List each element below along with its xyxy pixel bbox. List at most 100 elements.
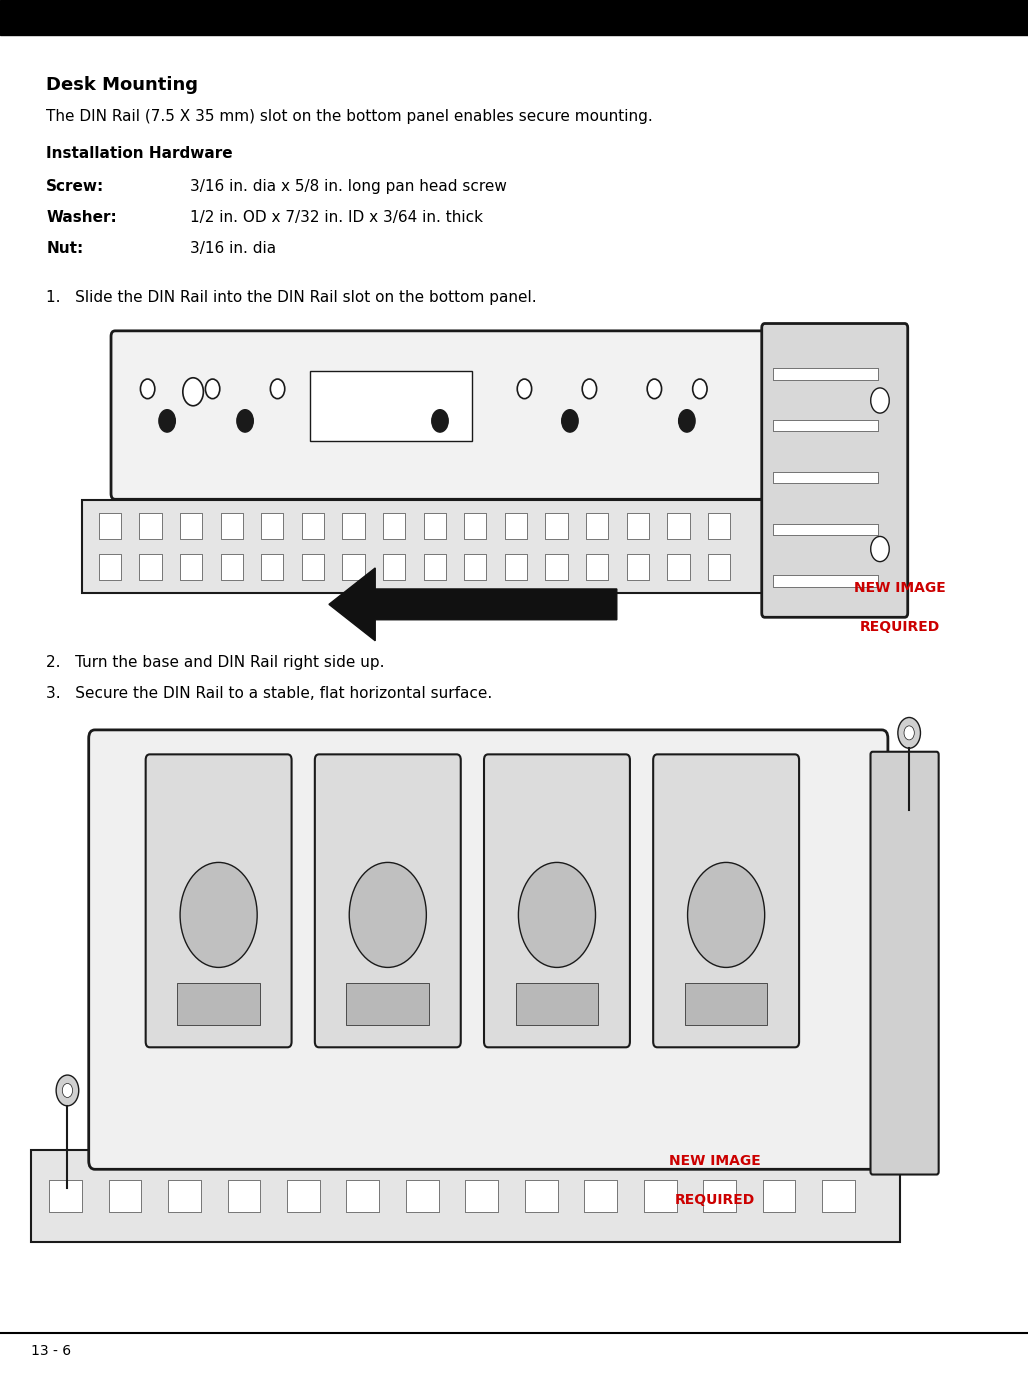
Bar bbox=[180, 512, 203, 539]
Bar bbox=[516, 983, 598, 1025]
Circle shape bbox=[561, 410, 578, 433]
Circle shape bbox=[57, 1075, 79, 1106]
Text: Installation Hardware: Installation Hardware bbox=[46, 146, 233, 161]
Bar bbox=[465, 553, 486, 580]
Bar bbox=[667, 553, 690, 580]
Bar bbox=[424, 512, 446, 539]
Circle shape bbox=[693, 379, 707, 399]
Bar bbox=[220, 553, 243, 580]
FancyArrow shape bbox=[329, 568, 617, 641]
Text: 1/2 in. OD x 7/32 in. ID x 3/64 in. thick: 1/2 in. OD x 7/32 in. ID x 3/64 in. thic… bbox=[190, 210, 483, 225]
Bar bbox=[342, 512, 365, 539]
FancyBboxPatch shape bbox=[762, 323, 908, 617]
Bar bbox=[707, 512, 730, 539]
Bar bbox=[169, 1180, 200, 1212]
Bar bbox=[177, 983, 260, 1025]
Circle shape bbox=[904, 725, 914, 739]
Bar bbox=[140, 512, 161, 539]
Bar bbox=[99, 553, 121, 580]
Bar bbox=[703, 1180, 736, 1212]
Bar bbox=[465, 512, 486, 539]
Circle shape bbox=[648, 379, 662, 399]
Bar bbox=[584, 1180, 617, 1212]
Bar bbox=[109, 1180, 141, 1212]
Bar bbox=[99, 512, 121, 539]
Circle shape bbox=[518, 862, 595, 967]
Text: 13 - 6: 13 - 6 bbox=[31, 1344, 71, 1358]
Bar bbox=[406, 1180, 439, 1212]
Bar bbox=[505, 512, 527, 539]
Bar bbox=[763, 1180, 796, 1212]
Bar bbox=[82, 500, 765, 592]
Bar bbox=[667, 512, 690, 539]
Bar bbox=[346, 983, 429, 1025]
Circle shape bbox=[871, 388, 889, 413]
Bar bbox=[302, 553, 324, 580]
Bar bbox=[545, 553, 567, 580]
Circle shape bbox=[206, 379, 220, 399]
Text: 3/16 in. dia x 5/8 in. long pan head screw: 3/16 in. dia x 5/8 in. long pan head scr… bbox=[190, 179, 507, 195]
Circle shape bbox=[350, 862, 427, 967]
Bar bbox=[626, 553, 649, 580]
FancyBboxPatch shape bbox=[88, 729, 888, 1169]
Text: NEW IMAGE: NEW IMAGE bbox=[853, 581, 946, 595]
Bar bbox=[302, 512, 324, 539]
Bar bbox=[49, 1180, 82, 1212]
Circle shape bbox=[688, 862, 765, 967]
Circle shape bbox=[180, 862, 257, 967]
Bar bbox=[586, 512, 609, 539]
Bar bbox=[383, 512, 405, 539]
Circle shape bbox=[183, 378, 204, 406]
Text: 3.   Secure the DIN Rail to a stable, flat horizontal surface.: 3. Secure the DIN Rail to a stable, flat… bbox=[46, 686, 492, 701]
Bar bbox=[773, 420, 878, 431]
FancyBboxPatch shape bbox=[871, 752, 939, 1175]
Text: 2.   Turn the base and DIN Rail right side up.: 2. Turn the base and DIN Rail right side… bbox=[46, 655, 384, 671]
Bar bbox=[261, 512, 284, 539]
Bar bbox=[707, 553, 730, 580]
Bar bbox=[626, 512, 649, 539]
Bar bbox=[424, 553, 446, 580]
Text: REQUIRED: REQUIRED bbox=[674, 1193, 755, 1207]
Circle shape bbox=[871, 536, 889, 561]
Text: Nut:: Nut: bbox=[46, 241, 83, 256]
Text: NEW IMAGE: NEW IMAGE bbox=[668, 1154, 761, 1168]
Bar bbox=[505, 553, 527, 580]
Bar bbox=[685, 983, 768, 1025]
FancyBboxPatch shape bbox=[111, 330, 769, 500]
Circle shape bbox=[141, 379, 155, 399]
Bar bbox=[545, 512, 567, 539]
FancyBboxPatch shape bbox=[484, 755, 630, 1047]
Circle shape bbox=[236, 410, 253, 433]
Bar bbox=[0, 0, 1028, 35]
Circle shape bbox=[582, 379, 596, 399]
Circle shape bbox=[678, 410, 695, 433]
Bar bbox=[773, 524, 878, 535]
Bar bbox=[346, 1180, 379, 1212]
Bar bbox=[140, 553, 161, 580]
Bar bbox=[310, 371, 473, 441]
Bar bbox=[773, 575, 878, 587]
FancyBboxPatch shape bbox=[653, 755, 799, 1047]
Text: 3/16 in. dia: 3/16 in. dia bbox=[190, 241, 277, 256]
Text: The DIN Rail (7.5 X 35 mm) slot on the bottom panel enables secure mounting.: The DIN Rail (7.5 X 35 mm) slot on the b… bbox=[46, 109, 653, 125]
FancyBboxPatch shape bbox=[315, 755, 461, 1047]
Circle shape bbox=[517, 379, 531, 399]
Bar bbox=[644, 1180, 676, 1212]
Bar bbox=[261, 553, 284, 580]
Bar bbox=[586, 553, 609, 580]
Bar bbox=[180, 553, 203, 580]
Text: REQUIRED: REQUIRED bbox=[859, 620, 940, 634]
Text: Washer:: Washer: bbox=[46, 210, 117, 225]
Bar bbox=[525, 1180, 557, 1212]
Bar bbox=[773, 368, 878, 379]
Bar bbox=[773, 472, 878, 483]
Bar bbox=[220, 512, 243, 539]
Bar bbox=[287, 1180, 320, 1212]
Bar bbox=[31, 1149, 901, 1242]
Circle shape bbox=[897, 717, 920, 748]
Text: 1.   Slide the DIN Rail into the DIN Rail slot on the bottom panel.: 1. Slide the DIN Rail into the DIN Rail … bbox=[46, 290, 537, 305]
Circle shape bbox=[432, 410, 448, 433]
Circle shape bbox=[270, 379, 285, 399]
FancyBboxPatch shape bbox=[146, 755, 292, 1047]
Bar bbox=[342, 553, 365, 580]
